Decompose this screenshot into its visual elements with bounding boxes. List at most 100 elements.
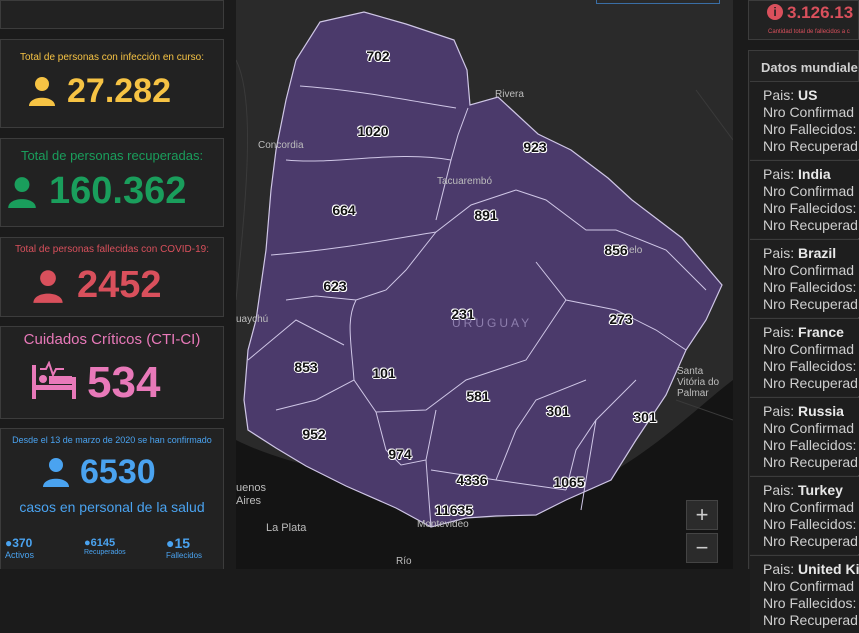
region-count-label[interactable]: 4336 [456,472,488,488]
country-entry[interactable]: Pais: Turkey Nro Confirmad Nro Fallecidos:… [750,476,859,554]
road-lines [236,59,733,421]
region-count-label[interactable]: 11635 [434,502,474,518]
region-count-label[interactable]: 664 [332,202,356,218]
deceased-card: Total de personas fallecidas con COVID-1… [0,237,224,317]
region-count-label[interactable]: 702 [366,48,390,64]
country-stat-label: Nro Confirmad [763,420,855,436]
place-label: elo [629,245,643,256]
country-stat-label: Nro Fallecidos: [763,121,857,137]
health-stat-deceased: ●15 Fallecidos [166,535,203,560]
place-label: Rivera [495,89,524,100]
country-stat-label: Nro Recuperad [763,454,858,470]
health-stat-active: ●370 Activos [5,536,35,560]
region-count-label[interactable]: 301 [546,403,570,419]
health-caption: Desde el 13 de marzo de 2020 se han conf… [12,435,212,445]
info-icon: i [767,4,783,20]
top-card-partial [0,0,224,29]
country-stat-label: Nro Confirmad [763,499,855,515]
water-area [236,380,733,569]
infection-card: Total de personas con infección en curso… [0,39,224,128]
country-entry[interactable]: Pais: France Nro Confirmad Nro Fallecidos:… [750,318,859,396]
health-stat-recovered: ●6145 Recuperados [84,537,126,556]
recovered-value: 160.362 [49,170,187,212]
country-heading: Pais: India [763,166,831,182]
country-heading: Pais: Russia [763,403,844,419]
health-value: 6530 [80,453,156,491]
world-data-title: Datos mundiale [761,60,858,75]
country-heading: Pais: US [763,87,818,103]
country-heading: Pais: France [763,324,844,340]
region-count-label[interactable]: 891 [474,207,498,223]
country-stat-label: Nro Confirmad [763,262,855,278]
country-name: United Ki [798,561,859,577]
hospital-bed-icon [32,361,76,399]
place-label: Río [396,556,412,567]
country-stat-label: Nro Recuperad [763,612,858,628]
region-count-label[interactable]: 101 [372,365,396,381]
country-stat-label: Nro Fallecidos: [763,516,857,532]
country-stat-label: Nro Recuperad [763,375,858,391]
infection-value: 27.282 [67,72,171,110]
map-toolbar-partial[interactable] [596,0,720,4]
health-sub: casos en personal de la salud [19,499,205,515]
person-icon [29,77,55,106]
recovered-card: Total de personas recuperadas: 160.362 [0,138,224,227]
region-count-label[interactable]: 923 [523,139,547,155]
country-name: Russia [798,403,844,419]
place-label: URUGUAY [452,316,533,330]
critical-card: Cuidados Críticos (CTI-CI) 534 [0,326,224,419]
country-stat-label: Nro Confirmad [763,183,855,199]
country-heading: Pais: Turkey [763,482,843,498]
country-entry[interactable]: Pais: Russia Nro Confirmad Nro Fallecidos:… [750,397,859,475]
country-entry[interactable]: Pais: India Nro Confirmad Nro Fallecidos: N… [750,160,859,238]
place-label: Santa Vitória do Palmar [677,366,720,399]
place-label: Tacuarembó [437,176,493,187]
country-entry[interactable]: Pais: Brazil Nro Confirmad Nro Fallecidos:… [750,239,859,317]
person-icon [8,177,36,208]
map-canvas [236,11,733,569]
country-stat-label: Nro Recuperad [763,217,858,233]
world-deaths-card: i 3.126.13 Cantidad total de fallecidos … [748,0,859,40]
region-count-label[interactable]: 231 [451,306,475,322]
person-icon: ● [5,536,13,550]
country-stat-label: Nro Fallecidos: [763,200,857,216]
country-entry[interactable]: Pais: United Ki Nro Confirmad Nro Fallecid… [750,555,859,633]
zoom-in-button[interactable]: + [686,500,718,530]
region-count-label[interactable]: 952 [302,426,326,442]
place-label: Montevideo [417,519,469,530]
country-name: France [798,324,844,340]
country-stat-label: Nro Recuperad [763,138,858,154]
critical-caption: Cuidados Críticos (CTI-CI) [23,331,201,348]
region-count-label[interactable]: 1020 [357,123,389,139]
region-count-label[interactable]: 974 [388,446,412,462]
region-count-label[interactable]: 273 [609,311,633,327]
country-stat-label: Nro Recuperad [763,296,858,312]
uruguay-map[interactable]: 702 1020 923 664 891 856 623 231 273 853 101 581 301… [236,0,733,569]
health-card: Desde el 13 de marzo de 2020 se han conf… [0,428,224,569]
place-label: uaychú [236,314,269,325]
region-count-label[interactable]: 1065 [553,474,585,490]
region-count-label[interactable]: 301 [633,409,657,425]
zoom-out-button[interactable]: − [686,533,718,563]
country-name: Turkey [798,482,843,498]
country-stat-label: Nro Confirmad [763,104,855,120]
person-icon: ● [84,537,91,549]
country-stat-label: Nro Fallecidos: [763,437,857,453]
deceased-caption: Total de personas fallecidas con COVID-1… [15,244,209,255]
place-label: Concordia [258,140,304,151]
world-deaths-value: 3.126.13 [787,3,854,22]
region-count-label[interactable]: 856 [604,242,628,258]
region-count-label[interactable]: 581 [466,388,490,404]
country-heading: Pais: Brazil [763,245,837,261]
country-stat-label: Nro Confirmad [763,341,855,357]
country-name: US [798,87,818,103]
place-label: La Plata [266,522,307,534]
deceased-value: 2452 [77,264,162,306]
country-entry[interactable]: Pais: US Nro Confirmad Nro Fallecidos: Nro … [750,81,859,159]
place-label: uenos Aires [236,482,266,507]
country-name: India [798,166,831,182]
region-count-label[interactable]: 623 [323,278,347,294]
country-stat-label: Nro Fallecidos: [763,595,857,611]
person-icon: ● [166,535,175,551]
region-count-label[interactable]: 853 [294,359,318,375]
